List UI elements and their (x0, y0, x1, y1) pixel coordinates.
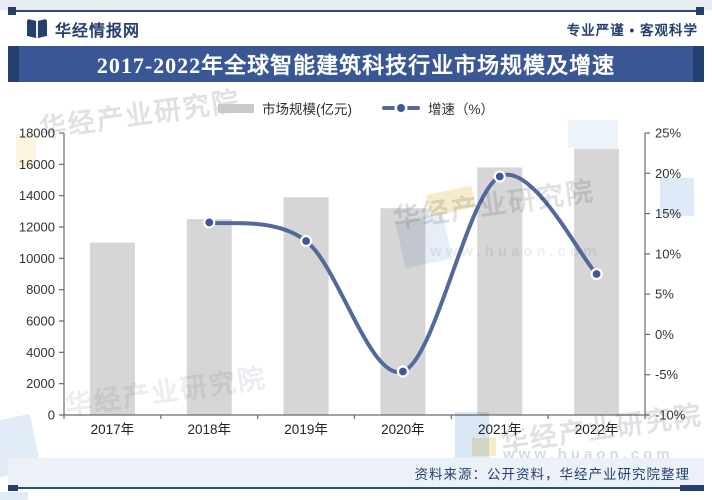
top-strip (0, 0, 712, 10)
left-axis-tick: 4000 (26, 345, 55, 360)
bar-2020年 (380, 208, 426, 415)
axes (63, 133, 646, 416)
chart-title-banner: 2017-2022年全球智能建筑科技行业市场规模及增速 (8, 46, 704, 82)
market-size-growth-chart: 0 2000 4000 6000 8000 10000 12000 14000 16000 180… (19, 126, 686, 438)
growth-marker (299, 234, 313, 248)
bar-2022年 (574, 148, 620, 415)
x-axis-label: 2022年 (575, 422, 619, 437)
chart-legend: 市场规模(亿元) 增速（%） (0, 99, 712, 117)
growth-marker (396, 365, 410, 378)
left-axis-tick: 0 (48, 408, 55, 423)
bar-series-swatch (217, 103, 254, 113)
left-axis-tick: 14000 (19, 188, 55, 203)
right-axis-tick: 20% (655, 166, 681, 181)
bars-group (89, 148, 620, 415)
right-axis-tick: 5% (655, 287, 674, 302)
bar-2017年 (89, 242, 135, 415)
top-divider (8, 7, 704, 15)
left-axis-tick: 12000 (19, 220, 55, 235)
right-axis-tick: -10% (655, 408, 686, 423)
page-title: 2017-2022年全球智能建筑科技行业市场规模及增速 (96, 53, 616, 78)
x-axis-label: 2021年 (478, 422, 522, 437)
x-axis-label: 2019年 (284, 422, 328, 437)
legend-item-market-size: 市场规模(亿元) (217, 98, 352, 118)
x-axis-label: 2020年 (381, 422, 425, 437)
bottom-divider (8, 485, 704, 491)
bar-2018年 (186, 219, 232, 415)
right-axis-tick: 15% (655, 206, 681, 221)
bar-2021年 (477, 167, 523, 415)
brand-name: 华经情报网 (55, 23, 141, 40)
brand: 华经情报网 (26, 17, 140, 41)
brand-logo-icon (27, 19, 47, 39)
line-series-swatch (381, 106, 420, 110)
growth-marker (590, 267, 603, 281)
growth-line (207, 172, 599, 374)
left-axis-tick: 10000 (19, 251, 55, 266)
brand-slogan: 专业严谨 • 客观科学 (566, 23, 698, 38)
left-axis-tick: 6000 (26, 314, 55, 329)
right-axis-tick: 10% (655, 246, 681, 261)
left-axis-tick: 8000 (26, 282, 55, 297)
header: 华经情报网 专业严谨 • 客观科学 (0, 12, 712, 46)
legend-label-growth: 增速（%） (427, 102, 494, 117)
left-axis-tick: 2000 (26, 376, 55, 391)
right-axis-tick: -5% (655, 367, 679, 382)
right-axis-tick: 0% (655, 327, 674, 342)
watermark-logo-shape (0, 492, 28, 500)
legend-item-growth: 增速（%） (381, 98, 494, 118)
growth-marker (203, 216, 216, 229)
x-axis-label: 2017年 (91, 422, 135, 437)
right-axis-tick: 25% (655, 126, 681, 141)
footer: 资料来源：公开资料，华经产业研究院整理 (8, 458, 704, 487)
left-axis-tick: 16000 (19, 157, 55, 172)
data-source-note: 资料来源：公开资料，华经产业研究院整理 (414, 466, 690, 482)
growth-marker (493, 170, 506, 183)
left-axis-tick: 18000 (19, 126, 55, 141)
legend-label-market-size: 市场规模(亿元) (261, 102, 352, 117)
x-axis-label: 2018年 (187, 422, 231, 437)
